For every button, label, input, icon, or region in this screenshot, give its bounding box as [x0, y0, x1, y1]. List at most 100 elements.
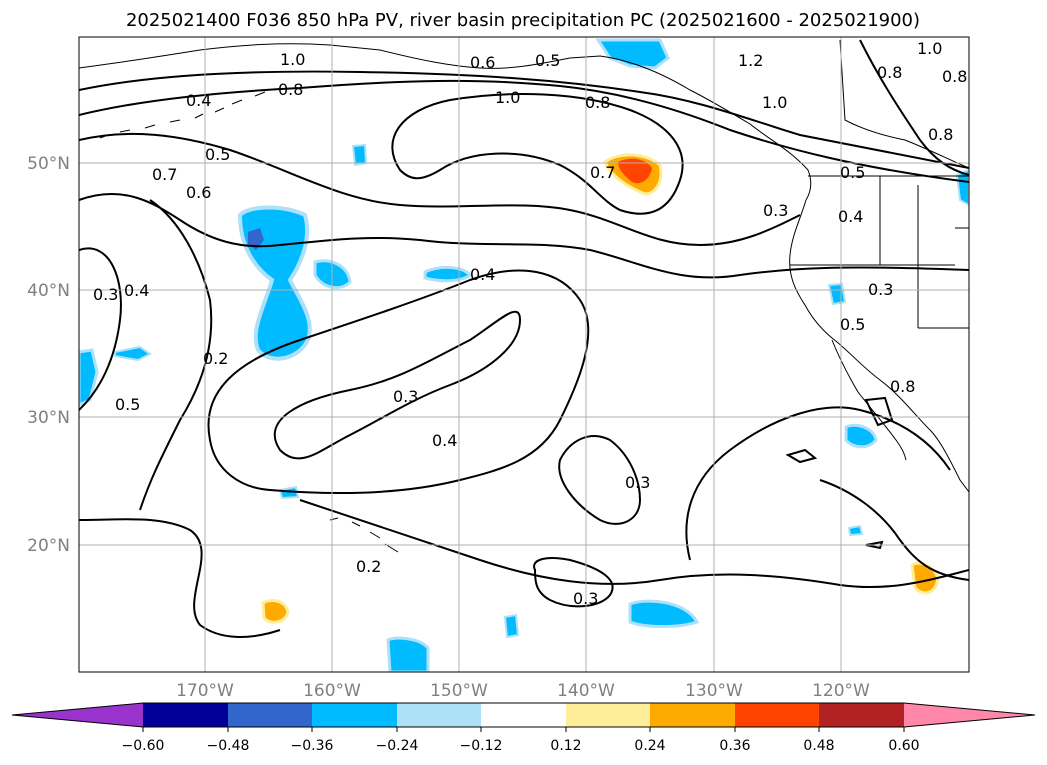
contour-label: 0.7 [590, 163, 615, 182]
lat-label: 30°N [27, 408, 70, 428]
longitude-labels: 170°W 160°W 150°W 140°W 130°W 120°W [176, 681, 870, 701]
lon-label: 170°W [176, 681, 234, 701]
contour-label: 0.8 [928, 125, 953, 144]
pos-anomaly-south-1 [261, 598, 290, 624]
contour-label: 0.2 [356, 557, 381, 576]
hawaii-islands [329, 517, 399, 553]
contour-ne-arc [859, 39, 969, 176]
gridlines [79, 37, 969, 672]
pos-anomaly-pnw-strong [618, 158, 652, 184]
colorbar-seg-8 [735, 703, 819, 727]
lat-label: 20°N [27, 536, 70, 556]
colorbar: −0.60 −0.48 −0.36 −0.24 −0.12 0.12 0.24 … [11, 702, 1036, 754]
lon-label: 140°W [557, 681, 615, 701]
contour-label: 0.4 [838, 207, 863, 226]
contour-label: 0.3 [625, 473, 650, 492]
colorbar-tick-label: 0.60 [888, 738, 919, 754]
colorbar-tick-label: 0.48 [803, 738, 834, 754]
colorbar-tick-label: −0.36 [291, 738, 334, 754]
contour-label: 0.5 [840, 315, 865, 334]
pv-contours [79, 39, 969, 638]
contour-label: 1.0 [762, 93, 787, 112]
canada-coast [839, 39, 969, 169]
contour-label: 1.2 [738, 51, 763, 70]
colorbar-seg-7 [650, 703, 735, 727]
colorbar-tick-label: −0.48 [207, 738, 250, 754]
colorbar-tick-label: 0.12 [550, 738, 581, 754]
contour-south-1 [79, 518, 281, 638]
state-borders [790, 176, 969, 329]
colorbar-seg-10 [904, 703, 1035, 727]
contour-label: 1.0 [917, 39, 942, 58]
contour-western-arc [139, 199, 213, 511]
contour-west-bowl [79, 247, 122, 411]
neg-anomaly-small-10 [847, 524, 864, 537]
neg-anomaly-small-2 [423, 266, 473, 283]
neg-anomaly-small-6 [844, 423, 878, 449]
colorbar-tick-label: 0.24 [634, 738, 665, 754]
contour-label: 0.4 [186, 91, 211, 110]
contour-jet-2 [79, 79, 969, 183]
neg-anomaly-small-8 [503, 613, 520, 639]
lon-label: 150°W [430, 681, 488, 701]
latitude-labels: 50°N 40°N 30°N 20°N [27, 154, 70, 556]
lon-label: 130°W [685, 681, 743, 701]
colorbar-seg-0 [12, 703, 143, 727]
neg-anomaly-small-5 [827, 282, 847, 306]
contour-label: 0.8 [942, 67, 967, 86]
contour-label: 0.8 [585, 93, 610, 112]
contour-label: 0.8 [877, 63, 902, 82]
colorbar-seg-5 [481, 703, 566, 727]
contour-central-outer [207, 269, 590, 494]
contour-label: 0.4 [470, 265, 495, 284]
contour-label: 0.5 [535, 51, 560, 70]
contour-label: 0.8 [278, 80, 303, 99]
neg-anomaly-small-7 [278, 485, 300, 500]
contour-label: 0.3 [93, 285, 118, 304]
neg-anomaly-strong-core [248, 228, 264, 250]
neg-anomaly-small-3 [114, 345, 152, 362]
coastlines [79, 39, 969, 553]
contour-label: 0.5 [115, 395, 140, 414]
colorbar-seg-1 [143, 703, 228, 727]
contour-label: 0.6 [470, 53, 495, 72]
alaska-coast [79, 43, 812, 201]
contour-label: 0.4 [124, 281, 149, 300]
lat-label: 40°N [27, 281, 70, 301]
lon-label: 160°W [303, 681, 361, 701]
map-background [79, 37, 969, 672]
neg-anomaly-west-edge [79, 348, 99, 407]
contour-label: 0.4 [432, 431, 457, 450]
contour-label: 0.2 [203, 349, 228, 368]
colorbar-tick-label: −0.12 [460, 738, 503, 754]
contour-south-3 [533, 557, 614, 608]
colorbar-seg-9 [819, 703, 904, 727]
neg-anomaly-south-1 [628, 599, 700, 628]
contour-label: 0.7 [152, 165, 177, 184]
contour-central-low [273, 310, 522, 460]
contour-mexico [819, 479, 969, 581]
contour-east-sub [558, 435, 642, 525]
colorbar-seg-3 [312, 703, 397, 727]
map-frame [78, 36, 970, 673]
contour-small-1 [785, 448, 818, 464]
contour-label: 1.0 [495, 88, 520, 107]
neg-anomaly-south-2 [386, 636, 430, 672]
colorbar-seg-2 [228, 703, 312, 727]
colorbar-tick-label: −0.24 [376, 738, 419, 754]
contour-label: 0.3 [573, 589, 598, 608]
colorbar-seg-4 [397, 703, 481, 727]
neg-anomaly-small-9 [955, 168, 969, 207]
lat-label: 50°N [27, 154, 70, 174]
contour-label: 0.5 [840, 163, 865, 182]
contour-south-2 [299, 499, 969, 589]
colorbar-seg-6 [566, 703, 650, 727]
map-panel: 1.0 0.8 0.6 0.5 1.0 0.8 1.2 1.0 1.0 0.8 … [78, 36, 970, 673]
contour-label: 0.3 [763, 201, 788, 220]
contour-jet-1 [79, 70, 969, 169]
figure-title: 2025021400 F036 850 hPa PV, river basin … [126, 10, 920, 31]
contour-ridge-2 [79, 132, 801, 247]
contour-ridge-3 [79, 192, 969, 279]
neg-anomaly-small-4 [351, 143, 368, 167]
